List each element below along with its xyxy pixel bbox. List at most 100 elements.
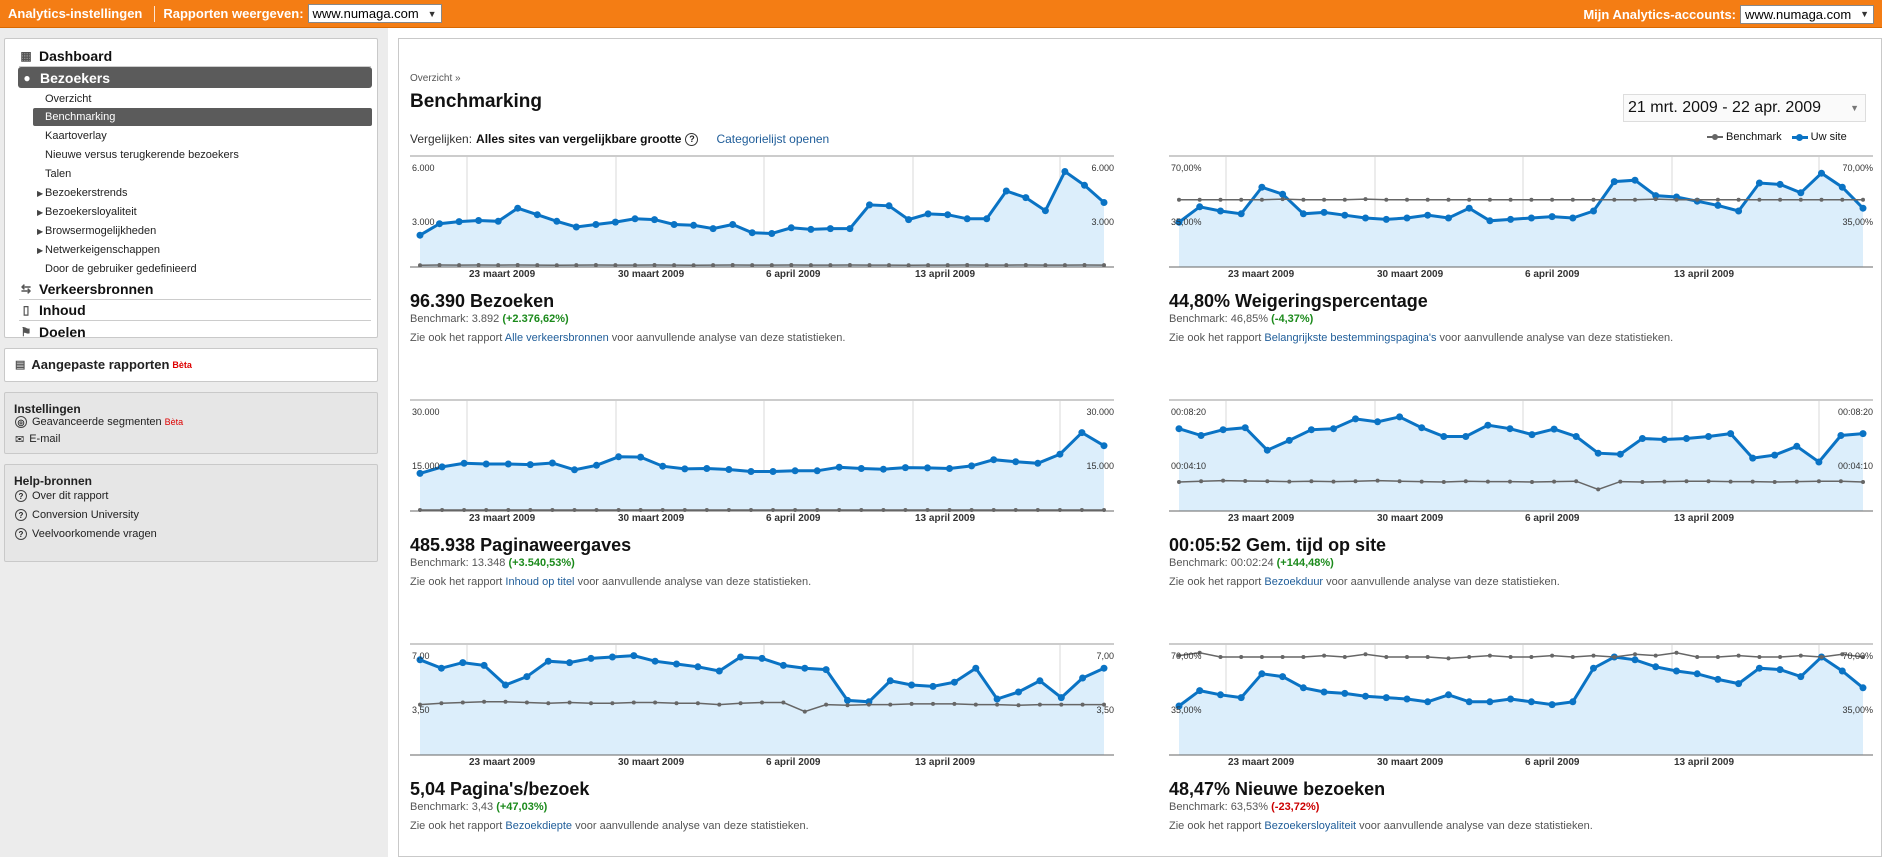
site-point[interactable]	[1237, 694, 1245, 702]
benchmark-point[interactable]	[574, 263, 579, 268]
benchmark-point[interactable]	[1384, 655, 1389, 659]
benchmark-point[interactable]	[1446, 656, 1451, 661]
site-point[interactable]	[572, 223, 580, 231]
sub-overview[interactable]: Overzicht	[45, 93, 92, 105]
site-point[interactable]	[670, 221, 678, 228]
site-point[interactable]	[737, 653, 745, 661]
site-point[interactable]	[769, 468, 777, 475]
site-point[interactable]	[1638, 435, 1646, 442]
help-about-report[interactable]: ? Over dit rapport	[15, 488, 108, 504]
benchmark-point[interactable]	[1177, 480, 1181, 484]
site-point[interactable]	[1061, 168, 1069, 175]
site-point[interactable]	[1258, 670, 1266, 678]
benchmark-point[interactable]	[1840, 197, 1845, 202]
site-point[interactable]	[1299, 210, 1307, 218]
benchmark-point[interactable]	[1550, 197, 1555, 202]
benchmark-point[interactable]	[828, 263, 833, 268]
site-point[interactable]	[1797, 673, 1805, 681]
site-point[interactable]	[1793, 442, 1801, 450]
benchmark-point[interactable]	[1342, 655, 1347, 659]
site-point[interactable]	[1403, 695, 1411, 703]
site-point[interactable]	[846, 225, 854, 233]
site-point[interactable]	[1462, 433, 1470, 440]
benchmark-point[interactable]	[1772, 480, 1777, 484]
site-point[interactable]	[631, 215, 639, 223]
site-point[interactable]	[1041, 207, 1049, 215]
benchmark-point[interactable]	[1004, 263, 1009, 268]
site-point[interactable]	[1424, 211, 1432, 219]
site-point[interactable]	[1610, 178, 1618, 186]
benchmark-point[interactable]	[631, 700, 636, 705]
site-point[interactable]	[1683, 435, 1690, 442]
site-point[interactable]	[993, 695, 1001, 703]
benchmark-point[interactable]	[1508, 479, 1512, 484]
benchmark-point[interactable]	[824, 702, 829, 707]
benchmark-point[interactable]	[418, 702, 422, 707]
benchmark-point[interactable]	[1819, 655, 1824, 659]
benchmark-point[interactable]	[1674, 650, 1679, 655]
site-point[interactable]	[651, 216, 658, 224]
site-point[interactable]	[1057, 694, 1065, 702]
benchmark-point[interactable]	[1239, 655, 1244, 659]
benchmark-point[interactable]	[652, 263, 657, 267]
benchmark-point[interactable]	[1309, 479, 1314, 484]
report-link[interactable]: Bezoekdiepte	[505, 820, 573, 832]
site-point[interactable]	[1727, 430, 1735, 438]
benchmark-point[interactable]	[1243, 479, 1248, 483]
sub-map-overlay[interactable]: Kaartoverlay	[45, 130, 107, 142]
site-point[interactable]	[1569, 214, 1577, 222]
benchmark-point[interactable]	[1861, 655, 1865, 659]
date-range-picker[interactable]: 21 mrt. 2009 - 22 apr. 2009 ▼	[1623, 94, 1866, 122]
sub-languages[interactable]: Talen	[45, 168, 72, 180]
benchmark-point[interactable]	[457, 263, 462, 268]
site-point[interactable]	[1705, 433, 1712, 440]
site-point[interactable]	[533, 211, 541, 219]
benchmark-point[interactable]	[1684, 479, 1689, 484]
benchmark-point[interactable]	[460, 700, 465, 705]
benchmark-point[interactable]	[1570, 197, 1575, 202]
benchmark-point[interactable]	[730, 263, 735, 267]
site-point[interactable]	[1486, 698, 1494, 706]
site-point[interactable]	[504, 460, 512, 468]
site-point[interactable]	[1341, 211, 1349, 219]
benchmark-point[interactable]	[1633, 652, 1637, 657]
help-faq[interactable]: ? Veelvoorkomende vragen	[15, 526, 157, 542]
site-point[interactable]	[651, 657, 659, 665]
site-point[interactable]	[807, 225, 815, 233]
site-point[interactable]	[1424, 698, 1432, 706]
site-point[interactable]	[787, 224, 795, 232]
site-point[interactable]	[1196, 687, 1204, 695]
benchmark-point[interactable]	[738, 701, 743, 706]
benchmark-point[interactable]	[1221, 478, 1226, 483]
site-point[interactable]	[758, 654, 766, 662]
site-point[interactable]	[544, 657, 552, 665]
site-point[interactable]	[1352, 415, 1359, 423]
site-point[interactable]	[1755, 179, 1763, 187]
sub-browser-capabilities[interactable]: ▶ Browsermogelijkheden	[37, 222, 156, 240]
site-point[interactable]	[1755, 664, 1763, 672]
site-point[interactable]	[1527, 698, 1535, 706]
benchmark-point[interactable]	[515, 263, 520, 267]
benchmark-point[interactable]	[1331, 479, 1336, 484]
site-point[interactable]	[1056, 450, 1064, 458]
site-point[interactable]	[703, 465, 711, 472]
benchmark-point[interactable]	[437, 263, 442, 267]
analytics-settings-link[interactable]: Analytics-instellingen	[8, 6, 143, 21]
benchmark-point[interactable]	[1529, 197, 1534, 202]
site-point[interactable]	[924, 464, 931, 472]
benchmark-point[interactable]	[674, 701, 679, 706]
site-point[interactable]	[1797, 189, 1805, 197]
benchmark-point[interactable]	[1425, 655, 1430, 659]
site-point[interactable]	[1002, 187, 1010, 195]
benchmark-point[interactable]	[973, 702, 978, 707]
site-point[interactable]	[1838, 667, 1846, 675]
benchmark-point[interactable]	[1425, 197, 1430, 202]
site-point[interactable]	[1465, 698, 1473, 706]
site-point[interactable]	[929, 682, 937, 690]
benchmark-point[interactable]	[633, 263, 637, 268]
site-point[interactable]	[1396, 413, 1404, 421]
site-point[interactable]	[866, 201, 873, 209]
site-point[interactable]	[1100, 199, 1108, 206]
benchmark-point[interactable]	[1508, 197, 1513, 202]
site-point[interactable]	[835, 463, 843, 471]
